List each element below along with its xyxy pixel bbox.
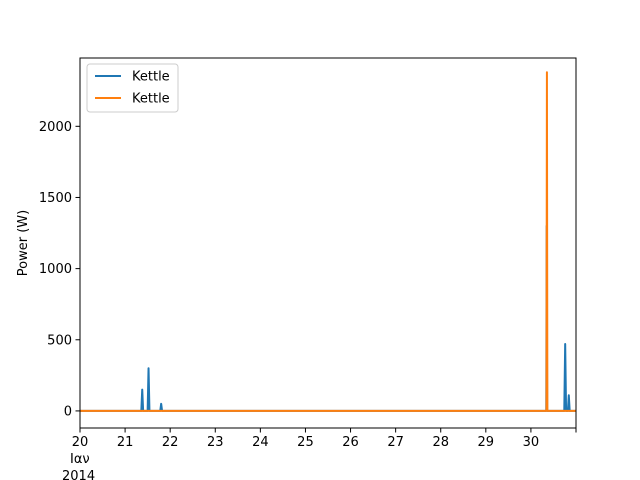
y-tick-label: 500 (47, 333, 72, 348)
legend-label-2: Kettle (132, 92, 170, 107)
x-tick-label: 22 (162, 435, 179, 450)
x-axis-month-label: Ιαν (70, 452, 90, 467)
y-tick-label: 1000 (39, 262, 72, 277)
x-tick-label: 25 (297, 435, 314, 450)
x-axis-year-label: 2014 (62, 469, 95, 480)
x-tick-label: 27 (387, 435, 404, 450)
series-line-2 (80, 71, 576, 412)
y-tick-label: 0 (64, 404, 72, 419)
x-tick-label: 28 (432, 435, 449, 450)
x-axis: 20 21 22 23 24 25 26 27 28 29 30 (72, 428, 577, 450)
x-tick-label: 24 (252, 435, 269, 450)
y-tick-label: 2000 (39, 120, 72, 135)
x-tick-label: 21 (117, 435, 134, 450)
plot-frame (79, 57, 577, 429)
series-layer (80, 71, 576, 412)
x-tick-label: 29 (478, 435, 495, 450)
x-tick-label: 23 (207, 435, 224, 450)
x-tick-label: 30 (523, 435, 540, 450)
legend: Kettle Kettle (86, 63, 179, 113)
legend-label-1: Kettle (132, 70, 170, 85)
y-tick-label: 1500 (39, 191, 72, 206)
y-axis-label: Power (W) (16, 210, 31, 276)
x-tick-label: 26 (342, 435, 359, 450)
x-tick-label: 20 (72, 435, 89, 450)
y-axis: 0 500 1000 1500 2000 (39, 120, 80, 419)
